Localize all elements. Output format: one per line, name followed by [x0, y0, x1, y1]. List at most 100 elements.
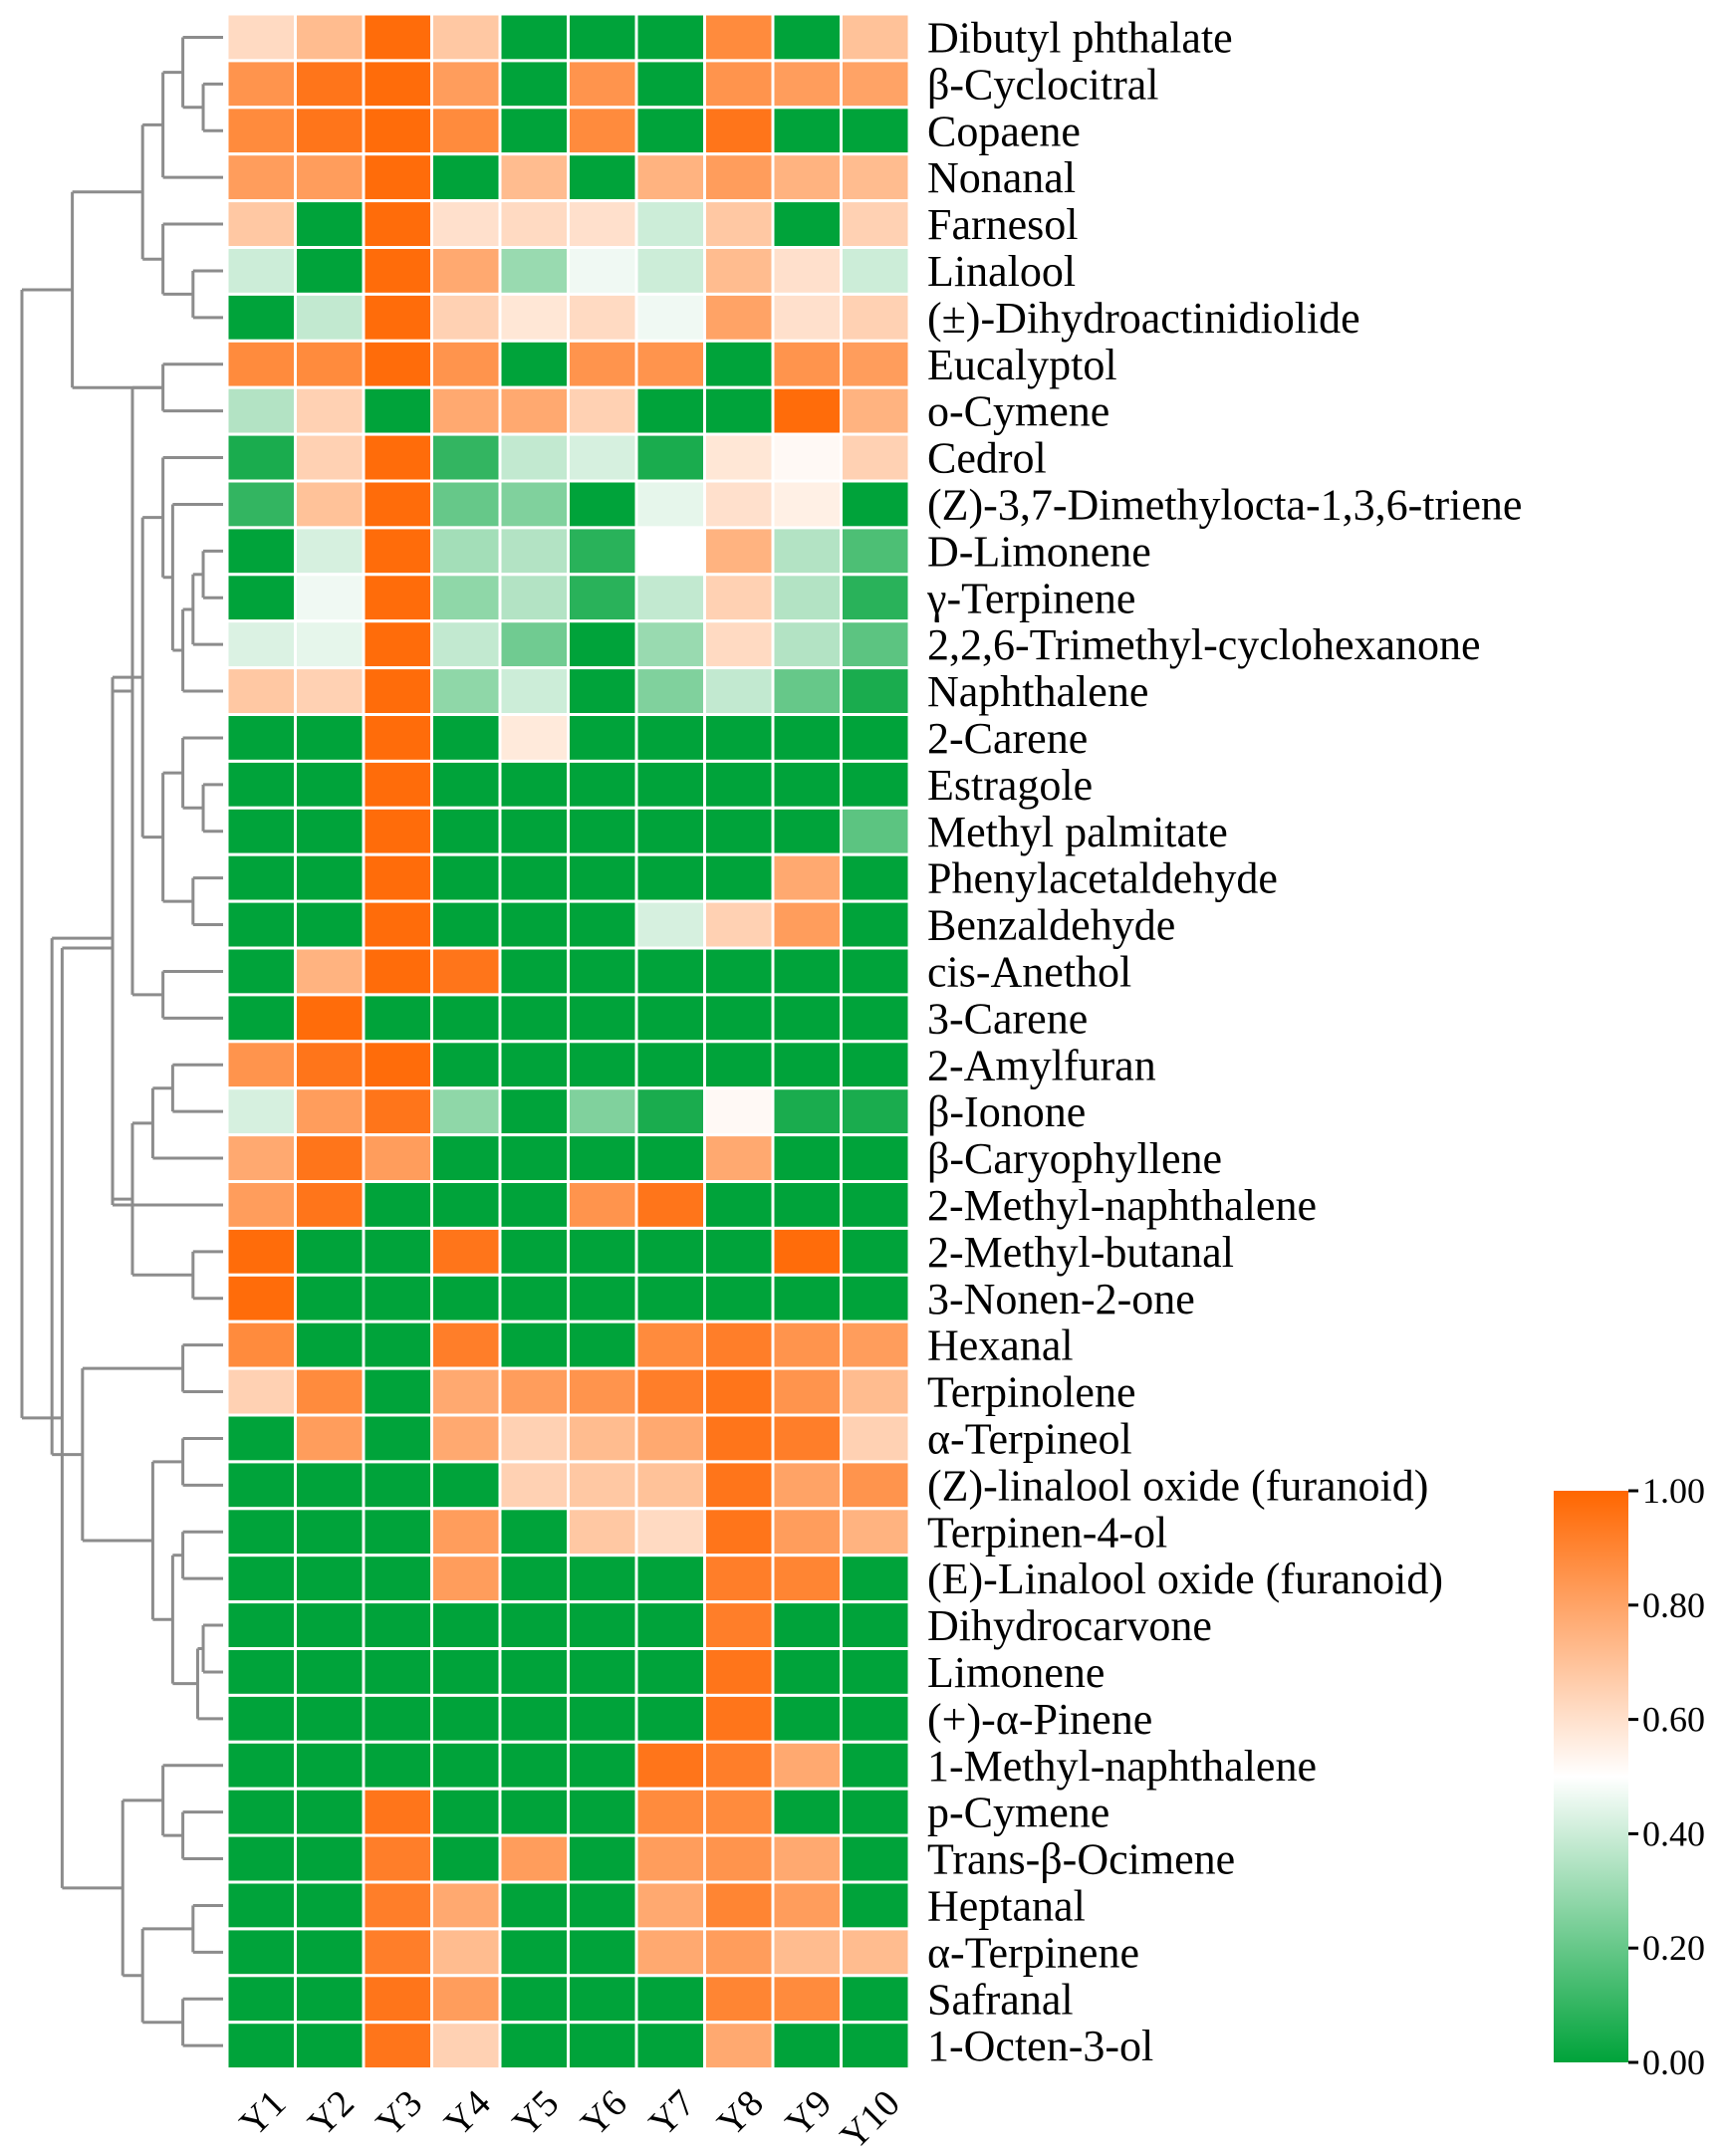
heatmap-cell — [430, 1413, 502, 1464]
heatmap-cell — [840, 1740, 911, 1791]
heatmap-cell — [840, 1974, 911, 2025]
heatmap-cell — [362, 1787, 433, 1837]
heatmap-cell — [634, 1554, 706, 1604]
column-label: Y4 — [436, 2082, 499, 2145]
heatmap-cell — [840, 339, 911, 389]
heatmap-cell — [294, 1086, 366, 1137]
heatmap-cell — [430, 1833, 502, 1884]
heatmap-cell — [771, 1693, 843, 1744]
heatmap-cell — [294, 573, 366, 623]
heatmap-cell — [703, 1740, 775, 1791]
heatmap-cell — [634, 152, 706, 203]
heatmap-cell — [225, 526, 297, 577]
heatmap-cell — [362, 1507, 433, 1557]
heatmap-cell — [703, 199, 775, 250]
heatmap-cell — [498, 432, 570, 483]
heatmap-cell — [430, 1740, 502, 1791]
column-label: Y3 — [369, 2082, 431, 2145]
heatmap-cell — [567, 1880, 638, 1931]
heatmap-cell — [294, 852, 366, 903]
heatmap-cell — [840, 1693, 911, 1744]
heatmap-cell — [634, 479, 706, 530]
heatmap-cell — [567, 666, 638, 716]
heatmap-cell — [840, 59, 911, 110]
heatmap-cell — [567, 946, 638, 997]
heatmap-cell — [362, 1319, 433, 1370]
heatmap-cell — [771, 1927, 843, 1978]
heatmap-cell — [634, 1927, 706, 1978]
heatmap-cell — [362, 1273, 433, 1323]
heatmap-cell — [567, 199, 638, 250]
row-label: Hexanal — [927, 1321, 1074, 1370]
heatmap-cell — [840, 806, 911, 856]
heatmap-cell — [840, 619, 911, 670]
heatmap-cell — [771, 993, 843, 1044]
heatmap-cell — [840, 432, 911, 483]
heatmap-cell — [430, 152, 502, 203]
heatmap-cell — [294, 1833, 366, 1884]
heatmap-cell — [567, 106, 638, 156]
heatmap-cell — [225, 246, 297, 296]
row-label: Trans-β-Ocimene — [927, 1835, 1235, 1884]
heatmap-cell — [703, 619, 775, 670]
heatmap-cell — [225, 1040, 297, 1090]
heatmap-cell — [703, 1180, 775, 1230]
heatmap-cell — [634, 246, 706, 296]
heatmap-cell — [498, 1880, 570, 1931]
heatmap-cell — [362, 339, 433, 389]
heatmap-cell — [498, 1413, 570, 1464]
heatmap-cell — [840, 12, 911, 63]
heatmap-cell — [703, 1273, 775, 1323]
heatmap-cell — [294, 1927, 366, 1978]
heatmap-cell — [498, 292, 570, 343]
heatmap-cell — [430, 59, 502, 110]
heatmap-cell — [840, 1086, 911, 1137]
heatmap-cell — [498, 1366, 570, 1417]
heatmap-cell — [225, 1319, 297, 1370]
row-label: Heptanal — [927, 1881, 1086, 1930]
heatmap-cell — [567, 1554, 638, 1604]
heatmap-cell — [225, 106, 297, 156]
heatmap-cell — [771, 385, 843, 436]
heatmap-cell — [771, 1460, 843, 1511]
row-label: α-Terpineol — [927, 1414, 1132, 1463]
heatmap-cell — [294, 666, 366, 716]
row-label: Farnesol — [927, 200, 1079, 249]
heatmap-cell — [703, 1507, 775, 1557]
heatmap-cell — [634, 339, 706, 389]
heatmap-cell — [567, 1600, 638, 1650]
heatmap-cell — [703, 432, 775, 483]
heatmap-cell — [634, 1226, 706, 1277]
heatmap-cell — [294, 1740, 366, 1791]
heatmap-cell — [771, 1086, 843, 1137]
heatmap-cell — [225, 339, 297, 389]
heatmap-cell — [362, 12, 433, 63]
heatmap-cell — [634, 432, 706, 483]
heatmap-cell — [498, 339, 570, 389]
heatmap-cell — [840, 666, 911, 716]
heatmap-cell — [771, 852, 843, 903]
heatmap-cell — [430, 1927, 502, 1978]
heatmap-cell — [498, 1507, 570, 1557]
heatmap-cell — [294, 432, 366, 483]
heatmap-cell — [294, 385, 366, 436]
heatmap-cell — [771, 59, 843, 110]
heatmap-cell — [225, 1693, 297, 1744]
heatmap-cell — [362, 432, 433, 483]
column-label: Y6 — [573, 2082, 635, 2145]
heatmap-cell — [430, 1554, 502, 1604]
heatmap-cell — [430, 385, 502, 436]
heatmap-cell — [567, 1833, 638, 1884]
heatmap-cell — [703, 759, 775, 810]
row-label: o-Cymene — [927, 387, 1109, 436]
heatmap-cell — [294, 993, 366, 1044]
heatmap-cell — [362, 1180, 433, 1230]
heatmap-cell — [634, 1693, 706, 1744]
row-label: Limonene — [927, 1648, 1105, 1697]
heatmap-cell — [362, 1880, 433, 1931]
heatmap-cell — [703, 106, 775, 156]
heatmap-cell — [567, 852, 638, 903]
row-label: Methyl palmitate — [927, 808, 1228, 856]
heatmap-cell — [634, 1086, 706, 1137]
